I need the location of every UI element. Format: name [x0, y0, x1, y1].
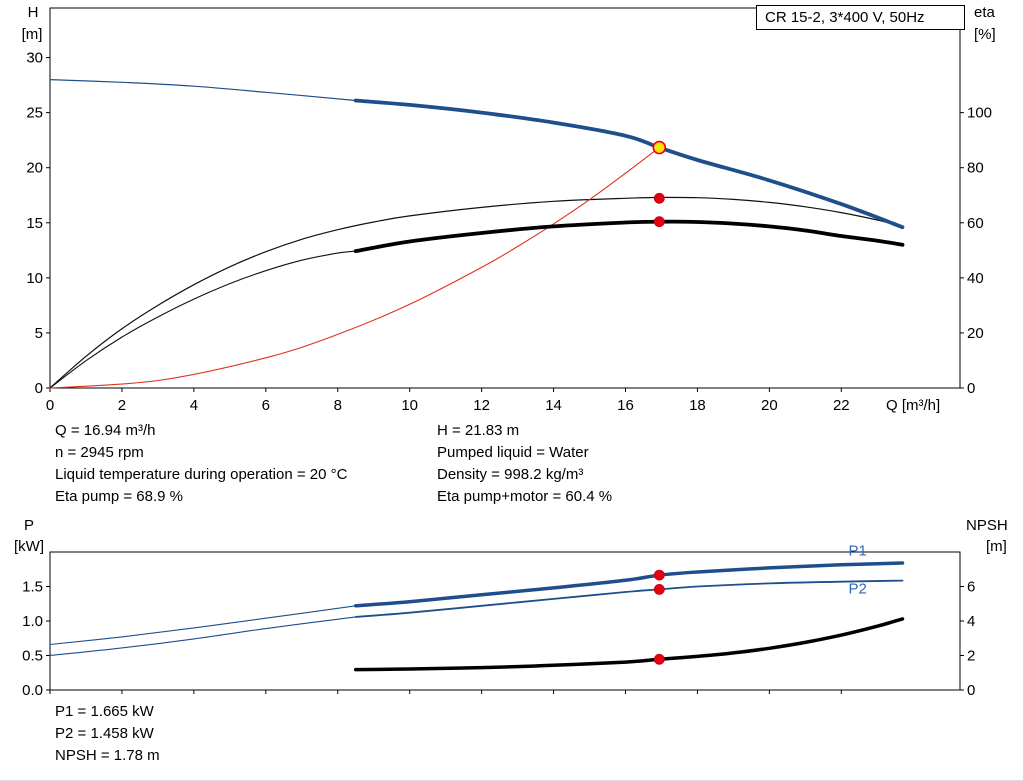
info-line: Eta pump = 68.9 % — [55, 488, 183, 505]
y-right-tick-label: 2 — [967, 648, 975, 665]
info-line: H = 21.83 m — [437, 422, 520, 439]
p2-curve-label: P2 — [848, 580, 866, 597]
x-tick-label: 22 — [833, 397, 850, 414]
head-efficiency-chart-axes: 0 2 4 6 8 10 12 14 16 18 20 22 0 5 10 15 20 25 30 0 20 40 60 80… — [26, 50, 992, 414]
system-curve — [49, 147, 660, 389]
eta-pump-curve — [49, 196, 904, 389]
p1-curve-extension — [49, 605, 357, 646]
x-tick-label: 16 — [617, 397, 634, 414]
y-left-tick-label: 20 — [26, 160, 43, 177]
y-left-axis-title: P — [24, 517, 34, 534]
y-left-axis-title: [kW] — [14, 538, 44, 555]
y-right-axis-title: [%] — [974, 26, 996, 43]
info-line: NPSH = 1.78 m — [55, 747, 160, 764]
p1-curve-label: P1 — [848, 542, 866, 559]
y-left-tick-label: 5 — [35, 325, 43, 342]
head-efficiency-chart-frame — [49, 7, 961, 389]
y-left-tick-label: 0.5 — [22, 648, 43, 665]
head-curve-extension — [49, 79, 357, 102]
y-right-axis-title: [m] — [986, 538, 1007, 555]
duty-point — [652, 140, 667, 155]
y-right-tick-label: 60 — [967, 215, 984, 232]
y-left-tick-label: 15 — [26, 215, 43, 232]
x-tick-label: 10 — [401, 397, 418, 414]
duty-info-left-column: Q = 16.94 m³/h n = 2945 rpm Liquid tempera… — [55, 420, 347, 508]
p2-point — [653, 583, 665, 595]
y-right-tick-label: 80 — [967, 160, 984, 177]
info-line: Q = 16.94 m³/h — [55, 422, 156, 439]
info-line: P1 = 1.665 kW — [55, 703, 154, 720]
p2-curve-extension — [49, 616, 357, 657]
head-efficiency-chart: 0 2 4 6 8 10 12 14 16 18 20 22 0 5 10 15 20 25 30 0 20 40 60 80… — [22, 4, 996, 414]
y-right-tick-label: 0 — [967, 682, 975, 699]
p1-curve — [353, 561, 905, 608]
y-right-tick-label: 6 — [967, 579, 975, 596]
power-npsh-chart: 0.0 0.5 1.0 1.5 0 2 4 6 P [kW] NPSH [m] P1 P2 — [14, 517, 1008, 700]
y-left-tick-label: 30 — [26, 50, 43, 67]
y-left-tick-label: 1.0 — [22, 613, 43, 630]
y-left-tick-label: 1.5 — [22, 579, 43, 596]
power-info-block: P1 = 1.665 kW P2 = 1.458 kW NPSH = 1.78 m — [55, 701, 160, 767]
power-npsh-chart-series — [49, 561, 905, 672]
info-line: Density = 998.2 kg/m³ — [437, 466, 584, 483]
info-line: P2 = 1.458 kW — [55, 725, 154, 742]
y-left-tick-label: 0.0 — [22, 682, 43, 699]
y-left-tick-label: 10 — [26, 270, 43, 287]
npsh-point — [653, 653, 665, 665]
x-tick-label: 4 — [190, 397, 198, 414]
y-left-axis-title: [m] — [22, 26, 43, 43]
x-tick-label: 6 — [262, 397, 270, 414]
pump-model-title-box: CR 15-2, 3*400 V, 50Hz — [756, 5, 965, 30]
y-right-tick-label: 0 — [967, 380, 975, 397]
eta-pump-point — [653, 192, 665, 204]
eta-pump-motor-extension — [49, 250, 357, 389]
p1-point — [653, 569, 665, 581]
power-npsh-chart-frame — [49, 551, 961, 691]
y-right-tick-label: 40 — [967, 270, 984, 287]
x-tick-label: 14 — [545, 397, 562, 414]
y-left-tick-label: 0 — [35, 380, 43, 397]
power-npsh-chart-axes: 0.0 0.5 1.0 1.5 0 2 4 6 — [22, 579, 975, 700]
info-line: n = 2945 rpm — [55, 444, 144, 461]
info-line: Pumped liquid = Water — [437, 444, 589, 461]
y-right-tick-label: 20 — [967, 325, 984, 342]
x-tick-label: 0 — [46, 397, 54, 414]
y-left-axis-title: H — [28, 4, 39, 21]
head-efficiency-chart-series — [49, 79, 905, 389]
info-line: Eta pump+motor = 60.4 % — [437, 488, 613, 505]
head-curve — [353, 98, 905, 230]
p2-curve — [354, 579, 904, 618]
y-left-tick-label: 25 — [26, 105, 43, 122]
x-tick-label: 12 — [473, 397, 490, 414]
x-tick-label: 8 — [334, 397, 342, 414]
head-efficiency-chart-axis-titles: H [m] eta [%] Q [m³/h] — [22, 4, 996, 414]
y-right-axis-title: eta — [974, 4, 996, 21]
eta-pump-motor-curve — [353, 219, 905, 253]
npsh-curve — [353, 617, 905, 672]
power-npsh-chart-axis-titles: P [kW] NPSH [m] — [14, 517, 1008, 555]
duty-info-right-column: H = 21.83 m Pumped liquid = Water Density … — [437, 420, 612, 508]
y-right-axis-title: NPSH — [966, 517, 1008, 534]
x-axis-title: Q [m³/h] — [886, 397, 940, 414]
y-right-tick-label: 100 — [967, 105, 992, 122]
x-tick-label: 20 — [761, 397, 778, 414]
x-tick-label: 18 — [689, 397, 706, 414]
x-tick-label: 2 — [118, 397, 126, 414]
eta-pump-motor-point — [653, 216, 665, 228]
y-right-tick-label: 4 — [967, 613, 975, 630]
info-line: Liquid temperature during operation = 20… — [55, 466, 348, 483]
